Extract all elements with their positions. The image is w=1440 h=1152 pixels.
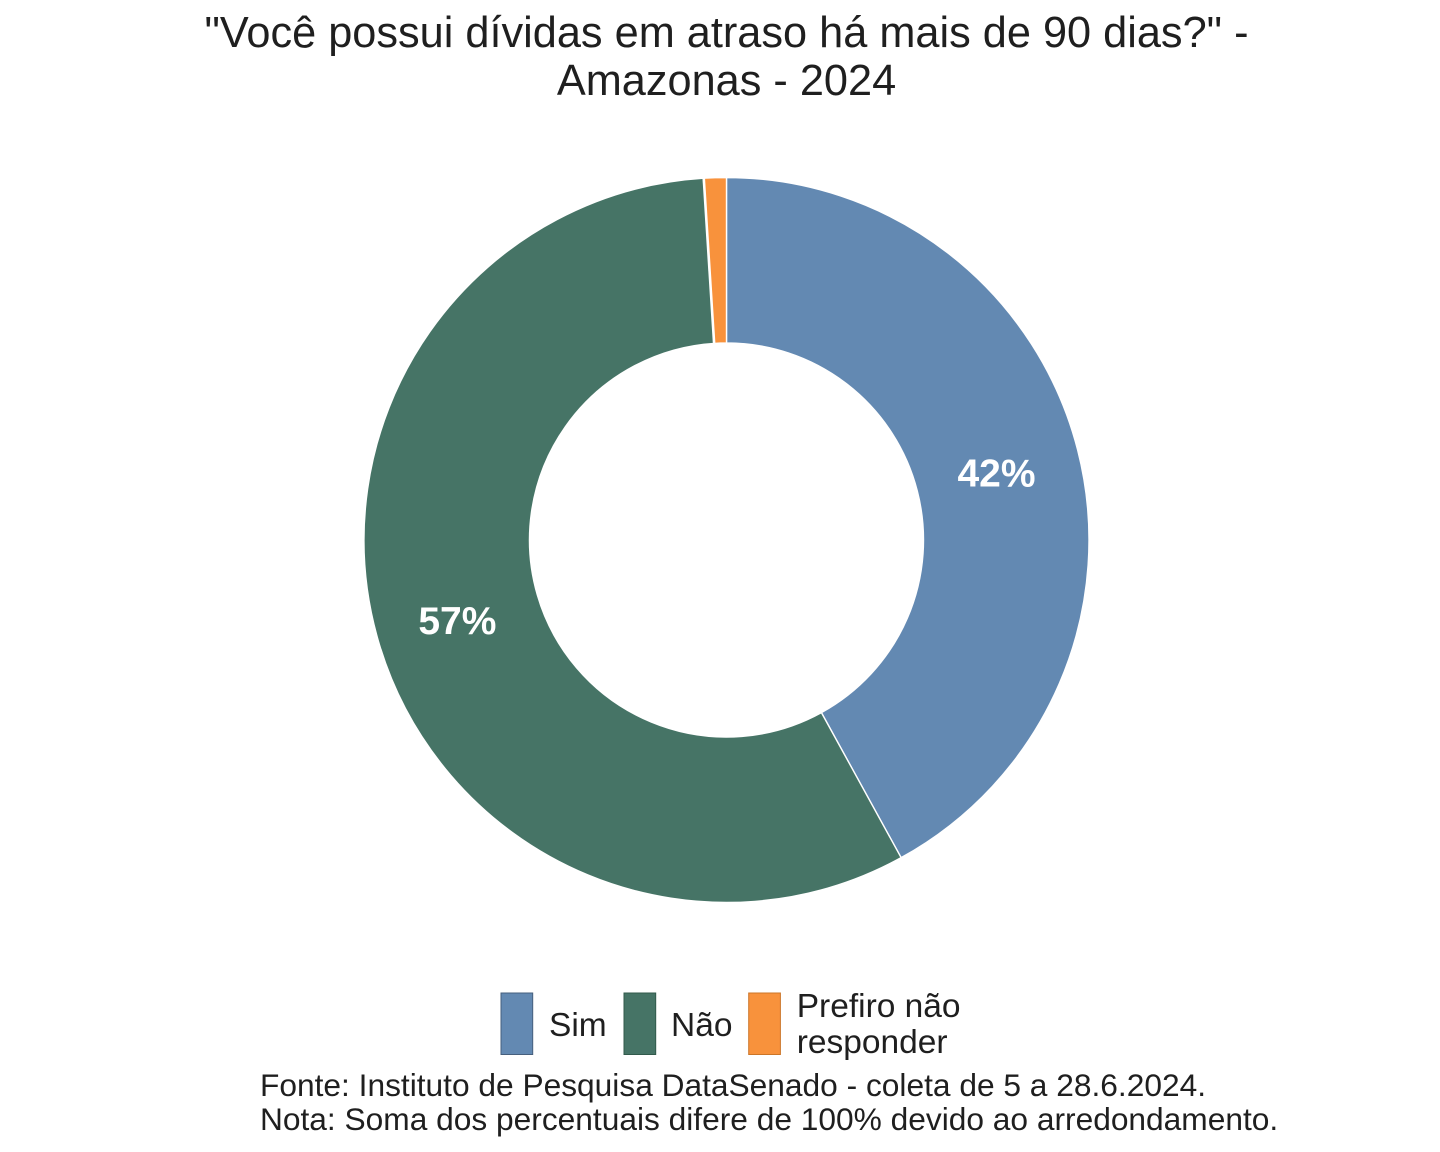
svg-text:42%: 42% [957, 453, 1035, 496]
svg-text:57%: 57% [418, 600, 496, 643]
